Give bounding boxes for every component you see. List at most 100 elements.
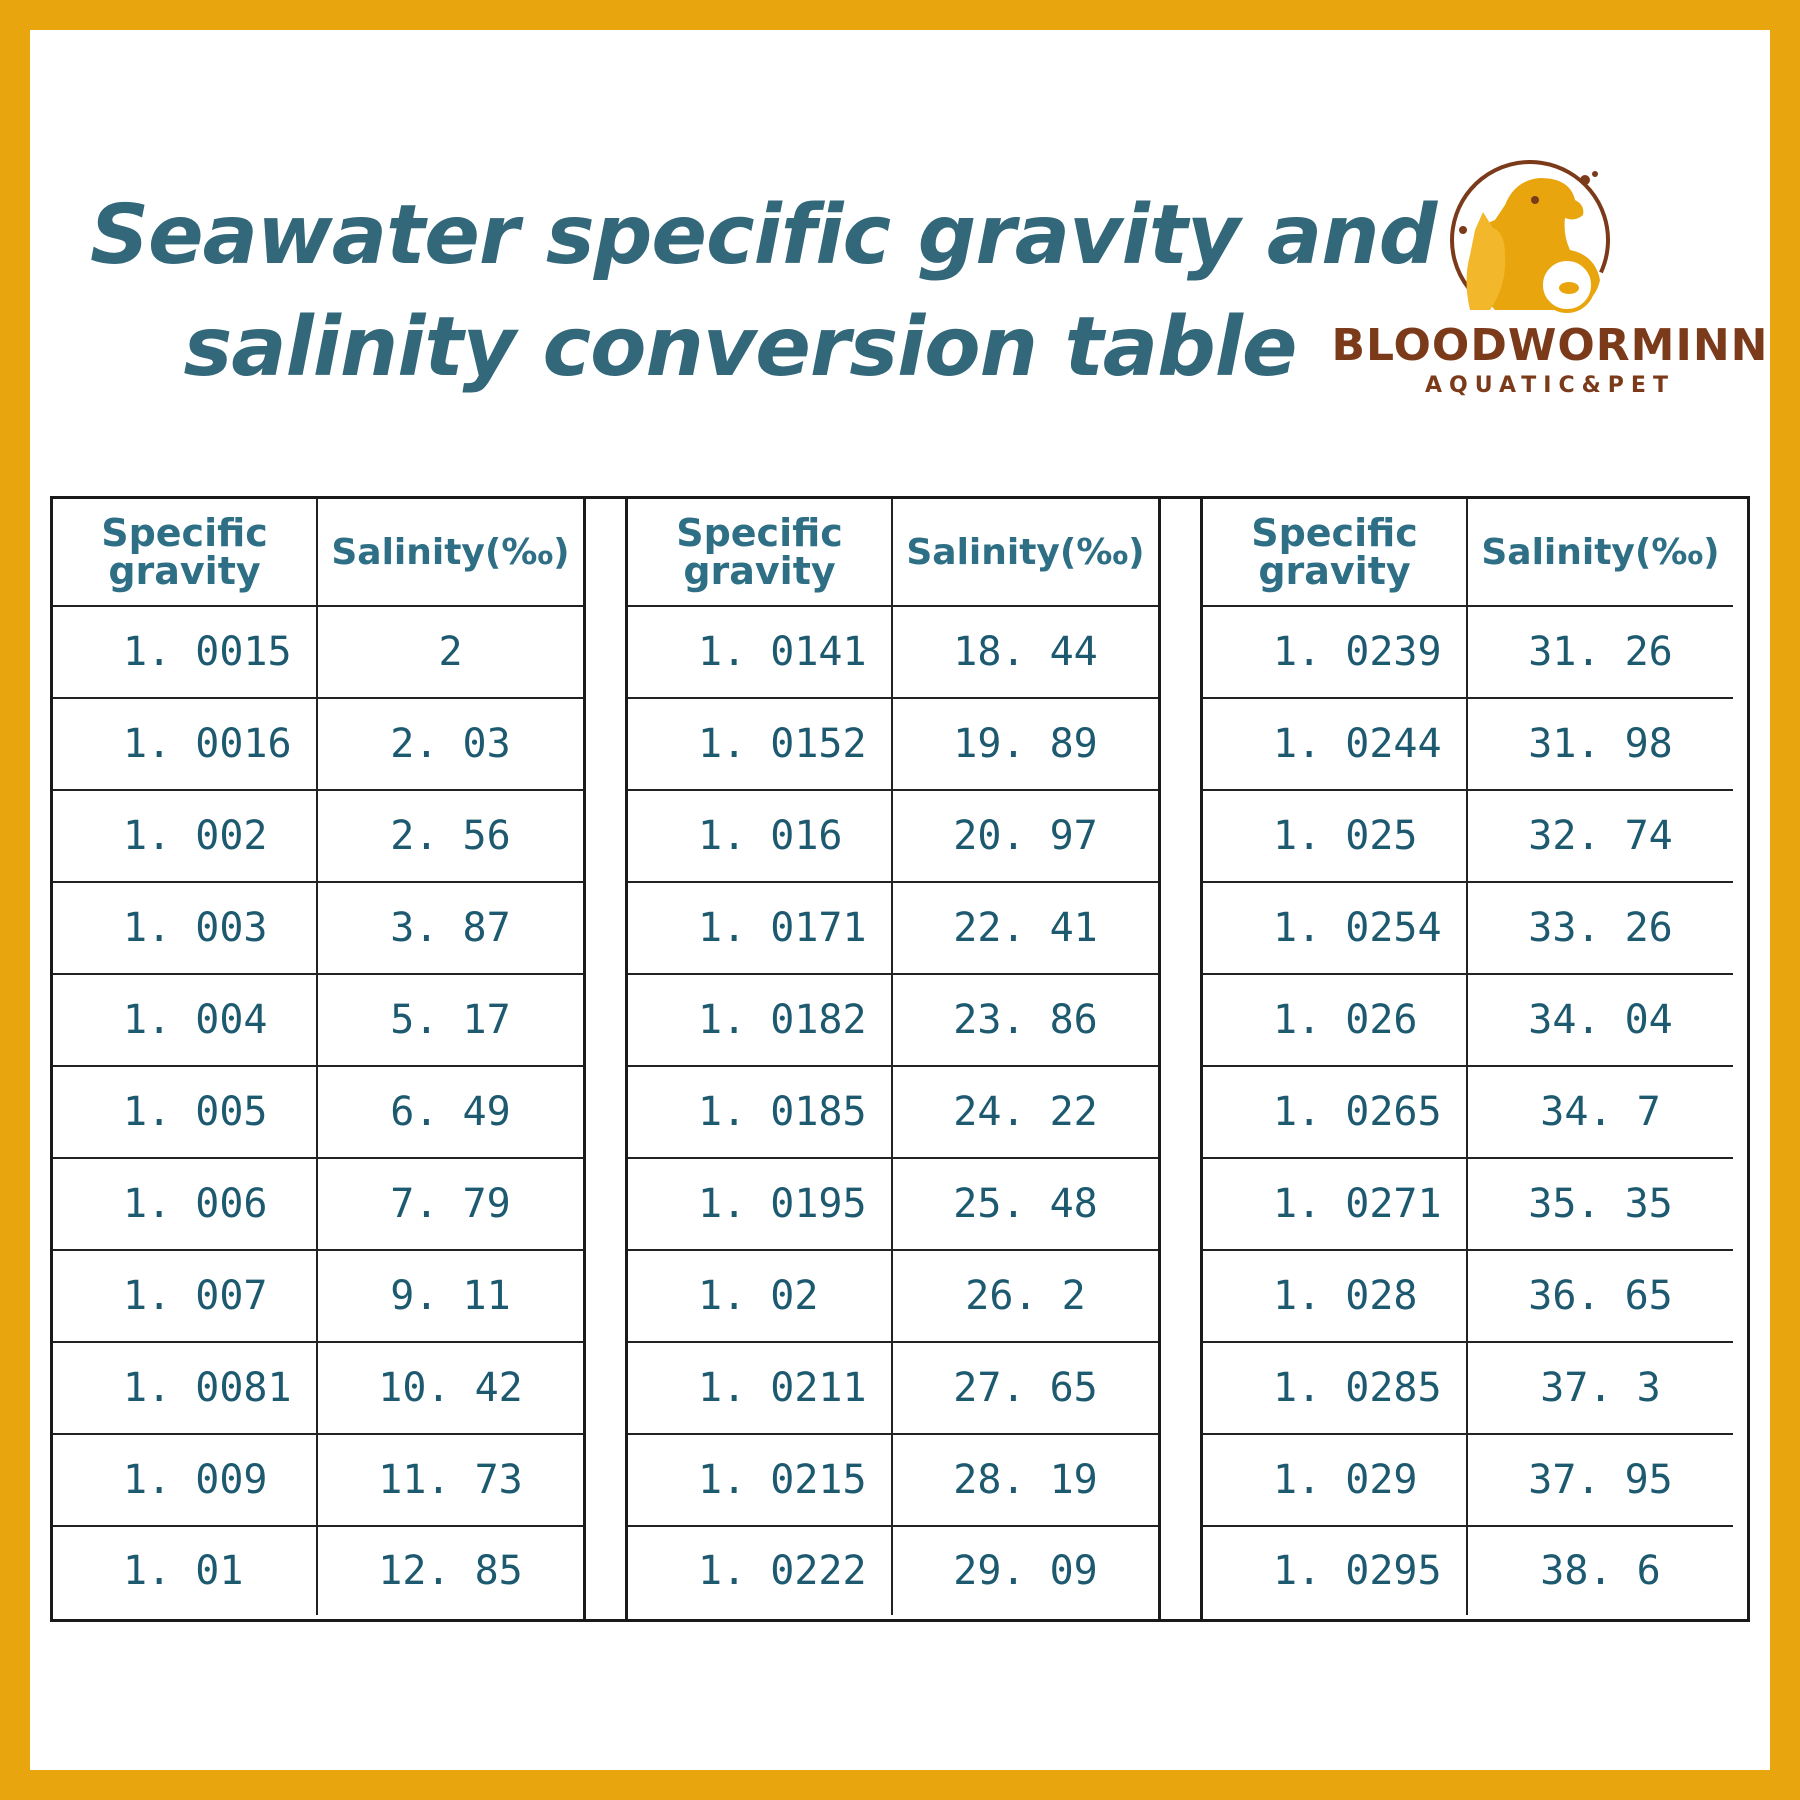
table-row: 1. 0182 23. 86: [628, 975, 1158, 1067]
salinity-cell: 35. 35: [1528, 1181, 1673, 1227]
specific-gravity-cell: 1. 0254: [1203, 883, 1468, 973]
salinity-cell: 25. 48: [953, 1181, 1098, 1227]
table-row: 1. 0016 2. 03: [53, 699, 583, 791]
specific-gravity-cell: 1. 0015: [53, 607, 318, 697]
salinity-cell: 2. 56: [390, 813, 511, 859]
table-group-1: Specific gravity Salinity(‰) 1. 0015 2 1. 00…: [53, 499, 583, 1619]
specific-gravity-cell: 1. 0244: [1203, 699, 1468, 789]
salinity-cell: 37. 95: [1528, 1457, 1673, 1503]
specific-gravity-cell: 1. 0285: [1203, 1343, 1468, 1433]
specific-gravity-cell: 1. 0211: [628, 1343, 893, 1433]
specific-gravity-cell: 1. 028: [1203, 1251, 1468, 1341]
salinity-cell: 29. 09: [953, 1548, 1098, 1594]
specific-gravity-cell: 1. 0141: [628, 607, 893, 697]
table-row: 1. 007 9. 11: [53, 1251, 583, 1343]
table-row: 1. 026 34. 04: [1203, 975, 1733, 1067]
brand-name: BLOODWORMINN: [1331, 320, 1769, 371]
table-row: 1. 0195 25. 48: [628, 1159, 1158, 1251]
table-header-row: Specific gravity Salinity(‰): [1203, 499, 1733, 607]
salinity-cell: 31. 26: [1528, 629, 1673, 675]
specific-gravity-cell: 1. 0182: [628, 975, 893, 1065]
specific-gravity-cell: 1. 0016: [53, 699, 318, 789]
salinity-cell: 20. 97: [953, 813, 1098, 859]
table-row: 1. 0211 27. 65: [628, 1343, 1158, 1435]
table-row: 1. 0222 29. 09: [628, 1527, 1158, 1615]
specific-gravity-cell: 1. 029: [1203, 1435, 1468, 1525]
table-row: 1. 0295 38. 6: [1203, 1527, 1733, 1615]
salinity-cell: 37. 3: [1540, 1365, 1661, 1411]
table-row: 1. 0141 18. 44: [628, 607, 1158, 699]
table-row: 1. 0171 22. 41: [628, 883, 1158, 975]
specific-gravity-cell: 1. 0185: [628, 1067, 893, 1157]
dog-cat-fishbowl-logo-icon: [1450, 160, 1610, 320]
page-title: Seawater specific gravity and salinity c…: [90, 180, 1437, 404]
specific-gravity-cell: 1. 0295: [1203, 1527, 1468, 1615]
table-row: 1. 0239 31. 26: [1203, 607, 1733, 699]
group-divider: [583, 499, 628, 1619]
table-row: 1. 028 36. 65: [1203, 1251, 1733, 1343]
table-row: 1. 0152 19. 89: [628, 699, 1158, 791]
header-specific-gravity: Specific gravity: [1203, 499, 1468, 605]
salinity-cell: 6. 49: [390, 1089, 511, 1135]
brand-logo: BLOODWORMINN AQUATIC&PET: [1330, 160, 1770, 410]
table-row: 1. 003 3. 87: [53, 883, 583, 975]
header-salinity: Salinity(‰): [1481, 531, 1720, 573]
specific-gravity-cell: 1. 0265: [1203, 1067, 1468, 1157]
header-specific-gravity: Specific gravity: [53, 499, 318, 605]
table-header-row: Specific gravity Salinity(‰): [628, 499, 1158, 607]
salinity-cell: 38. 6: [1540, 1548, 1661, 1594]
table-row: 1. 006 7. 79: [53, 1159, 583, 1251]
salinity-cell: 27. 65: [953, 1365, 1098, 1411]
salinity-cell: 28. 19: [953, 1457, 1098, 1503]
salinity-cell: 10. 42: [378, 1365, 523, 1411]
specific-gravity-cell: 1. 0171: [628, 883, 893, 973]
specific-gravity-cell: 1. 0152: [628, 699, 893, 789]
title-line-1: Seawater specific gravity and: [90, 188, 1437, 283]
salinity-cell: 11. 73: [378, 1457, 523, 1503]
header-salinity: Salinity(‰): [906, 531, 1145, 573]
specific-gravity-cell: 1. 0081: [53, 1343, 318, 1433]
table-row: 1. 0254 33. 26: [1203, 883, 1733, 975]
salinity-cell: 26. 2: [965, 1273, 1086, 1319]
salinity-cell: 2: [438, 629, 463, 675]
table-row: 1. 029 37. 95: [1203, 1435, 1733, 1527]
table-row: 1. 0081 10. 42: [53, 1343, 583, 1435]
table-row: 1. 02 26. 2: [628, 1251, 1158, 1343]
specific-gravity-cell: 1. 007: [53, 1251, 318, 1341]
table-row: 1. 0271 35. 35: [1203, 1159, 1733, 1251]
table-row: 1. 0285 37. 3: [1203, 1343, 1733, 1435]
salinity-cell: 18. 44: [953, 629, 1098, 675]
salinity-cell: 33. 26: [1528, 905, 1673, 951]
table-row: 1. 0015 2: [53, 607, 583, 699]
table-row: 1. 016 20. 97: [628, 791, 1158, 883]
specific-gravity-cell: 1. 0222: [628, 1527, 893, 1615]
salinity-cell: 3. 87: [390, 905, 511, 951]
conversion-table: Specific gravity Salinity(‰) 1. 0015 2 1. 00…: [50, 496, 1750, 1622]
table-row: 1. 0185 24. 22: [628, 1067, 1158, 1159]
header-specific-gravity: Specific gravity: [628, 499, 893, 605]
salinity-cell: 36. 65: [1528, 1273, 1673, 1319]
salinity-cell: 32. 74: [1528, 813, 1673, 859]
table-row: 1. 0244 31. 98: [1203, 699, 1733, 791]
table-group-2: Specific gravity Salinity(‰) 1. 0141 18. 44…: [628, 499, 1158, 1619]
specific-gravity-cell: 1. 02: [628, 1251, 893, 1341]
specific-gravity-cell: 1. 026: [1203, 975, 1468, 1065]
salinity-cell: 31. 98: [1528, 721, 1673, 767]
table-row: 1. 005 6. 49: [53, 1067, 583, 1159]
specific-gravity-cell: 1. 01: [53, 1527, 318, 1615]
table-row: 1. 0215 28. 19: [628, 1435, 1158, 1527]
salinity-cell: 22. 41: [953, 905, 1098, 951]
specific-gravity-cell: 1. 002: [53, 791, 318, 881]
table-row: 1. 0265 34. 7: [1203, 1067, 1733, 1159]
specific-gravity-cell: 1. 003: [53, 883, 318, 973]
table-group-3: Specific gravity Salinity(‰) 1. 0239 31. 26…: [1203, 499, 1733, 1619]
table-row: 1. 025 32. 74: [1203, 791, 1733, 883]
salinity-cell: 23. 86: [953, 997, 1098, 1043]
salinity-cell: 2. 03: [390, 721, 511, 767]
salinity-cell: 19. 89: [953, 721, 1098, 767]
brand-tagline: AQUATIC&PET: [1425, 373, 1675, 398]
table-row: 1. 002 2. 56: [53, 791, 583, 883]
table-row: 1. 004 5. 17: [53, 975, 583, 1067]
specific-gravity-cell: 1. 0239: [1203, 607, 1468, 697]
salinity-cell: 9. 11: [390, 1273, 511, 1319]
